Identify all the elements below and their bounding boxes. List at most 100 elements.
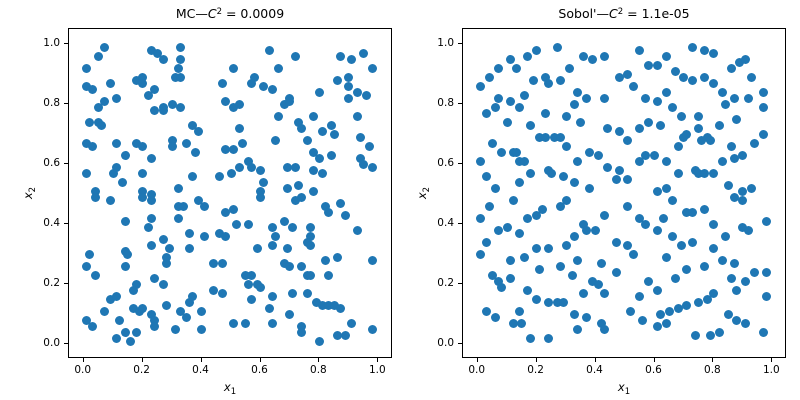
scatter-point bbox=[573, 156, 583, 166]
scatter-point bbox=[493, 225, 503, 235]
scatter-point bbox=[661, 183, 671, 193]
x-tick-label: 0.6 bbox=[645, 364, 662, 376]
scatter-point bbox=[546, 168, 556, 178]
scatter-point bbox=[523, 51, 533, 61]
scatter-point bbox=[741, 318, 751, 328]
scatter-point bbox=[493, 63, 503, 73]
scatter-point bbox=[744, 225, 754, 235]
scatter-point bbox=[291, 51, 301, 61]
scatter-point bbox=[194, 126, 204, 136]
scatter-point bbox=[588, 54, 598, 64]
scatter-point bbox=[288, 288, 298, 298]
scatter-point bbox=[661, 156, 671, 166]
scatter-point bbox=[288, 222, 298, 232]
scatter-point bbox=[576, 117, 586, 127]
scatter-point bbox=[309, 147, 318, 157]
x-tick-mark bbox=[653, 358, 655, 362]
scatter-point bbox=[502, 222, 512, 232]
scatter-point bbox=[667, 102, 677, 112]
label-fragment: C bbox=[207, 6, 217, 21]
scatter-point bbox=[694, 123, 704, 133]
scatter-point bbox=[520, 90, 530, 100]
scatter-point bbox=[614, 165, 624, 175]
scatter-point bbox=[170, 324, 180, 334]
scatter-point bbox=[661, 87, 671, 97]
scatter-point bbox=[217, 258, 227, 268]
scatter-point bbox=[761, 291, 771, 301]
scatter-point bbox=[667, 195, 677, 205]
scatter-point bbox=[270, 135, 280, 145]
scatter-point bbox=[582, 225, 592, 235]
scatter-point bbox=[543, 297, 553, 307]
scatter-point bbox=[235, 123, 245, 133]
scatter-point bbox=[158, 54, 168, 64]
scatter-point bbox=[335, 198, 345, 208]
scatter-point bbox=[326, 120, 336, 130]
scatter-point bbox=[526, 333, 536, 343]
scatter-point bbox=[297, 123, 307, 133]
scatter-point bbox=[267, 318, 277, 328]
scatter-point bbox=[514, 228, 524, 238]
scatter-point bbox=[85, 249, 95, 259]
scatter-point bbox=[279, 216, 289, 226]
scatter-point bbox=[670, 273, 680, 283]
scatter-point bbox=[532, 243, 542, 253]
scatter-point bbox=[294, 117, 304, 127]
scatter-point bbox=[309, 186, 318, 196]
scatter-point bbox=[267, 240, 277, 250]
scatter-point bbox=[650, 150, 659, 160]
x-tick-mark bbox=[377, 358, 379, 362]
scatter-point bbox=[306, 270, 315, 280]
scatter-point bbox=[567, 270, 577, 280]
scatter-point bbox=[655, 309, 665, 319]
label-fragment: 1 bbox=[230, 386, 237, 397]
scatter-point bbox=[758, 327, 768, 337]
scatter-point bbox=[482, 237, 492, 247]
scatter-point bbox=[667, 231, 677, 241]
scatter-point bbox=[367, 162, 377, 172]
scatter-point bbox=[88, 321, 98, 331]
scatter-point bbox=[570, 231, 580, 241]
scatter-point bbox=[629, 249, 639, 259]
label-fragment: x bbox=[21, 192, 35, 200]
scatter-point bbox=[476, 213, 486, 223]
scatter-point bbox=[123, 249, 133, 259]
scatter-point bbox=[661, 51, 671, 61]
x-tick-mark bbox=[535, 358, 537, 362]
y-tick-mark bbox=[458, 43, 462, 44]
scatter-point bbox=[482, 108, 492, 118]
scatter-point bbox=[635, 45, 645, 55]
scatter-point bbox=[664, 306, 674, 316]
plot-area-sobol bbox=[462, 28, 786, 358]
scatter-point bbox=[708, 48, 718, 58]
scatter-point bbox=[591, 225, 600, 235]
y-tick-mark bbox=[64, 103, 68, 104]
label-fragment: x bbox=[415, 192, 429, 200]
scatter-point bbox=[588, 276, 598, 286]
y-tick-label: 0.2 bbox=[437, 277, 454, 289]
scatter-point bbox=[661, 252, 671, 262]
scatter-point bbox=[658, 213, 668, 223]
scatter-point bbox=[661, 318, 671, 328]
scatter-point bbox=[723, 180, 733, 190]
scatter-point bbox=[149, 315, 159, 325]
scatter-point bbox=[309, 111, 318, 121]
scatter-point bbox=[738, 186, 748, 196]
scatter-point bbox=[220, 144, 230, 154]
scatter-point bbox=[235, 162, 245, 172]
scatter-point bbox=[558, 297, 568, 307]
scatter-point bbox=[700, 261, 709, 271]
scatter-point bbox=[682, 207, 692, 217]
scatter-point bbox=[729, 153, 739, 163]
scatter-point bbox=[682, 129, 692, 139]
scatter-point bbox=[279, 99, 289, 109]
scatter-point bbox=[602, 123, 612, 133]
label-fragment: 2 bbox=[216, 7, 222, 17]
scatter-point bbox=[611, 174, 621, 184]
scatter-point bbox=[732, 285, 742, 295]
y-tick-mark bbox=[458, 343, 462, 344]
scatter-point bbox=[476, 156, 486, 166]
scatter-point bbox=[523, 285, 533, 295]
scatter-point bbox=[317, 126, 327, 136]
scatter-point bbox=[726, 63, 736, 73]
